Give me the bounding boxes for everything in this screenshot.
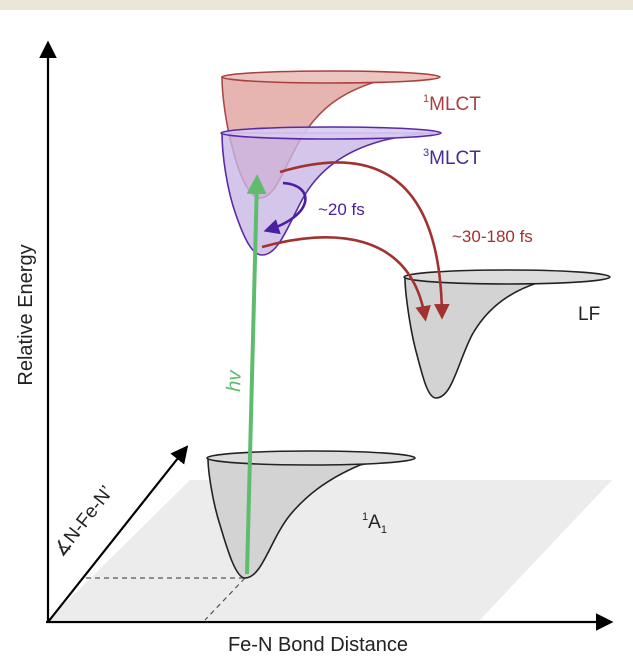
label-relax-time: ~30-180 fs — [452, 227, 533, 246]
relax-arrow-inner — [261, 235, 431, 322]
label-hv: hv — [223, 369, 246, 392]
x-axis-label: Fe-N Bond Distance — [228, 634, 408, 656]
excitation-arrow — [245, 174, 267, 575]
projection-line-diagonal — [204, 577, 246, 621]
well-LF — [403, 269, 611, 399]
z-axis — [47, 445, 189, 623]
well-1A1 — [206, 450, 416, 579]
isc-arrow — [263, 181, 307, 235]
label-1A1: 1A1 — [362, 511, 387, 536]
top-border-strip — [0, 0, 633, 10]
label-1MLCT: 1MLCT — [423, 93, 481, 115]
y-axis-label: Relative Energy — [15, 244, 37, 385]
z-axis-label: ∡N-Fe-N’ — [50, 482, 118, 561]
label-isc-time: ~20 fs — [318, 200, 365, 219]
base-plane — [48, 480, 612, 620]
label-3MLCT: 3MLCT — [423, 147, 481, 169]
relax-arrow-outer — [279, 161, 450, 320]
label-LF: LF — [578, 304, 600, 325]
